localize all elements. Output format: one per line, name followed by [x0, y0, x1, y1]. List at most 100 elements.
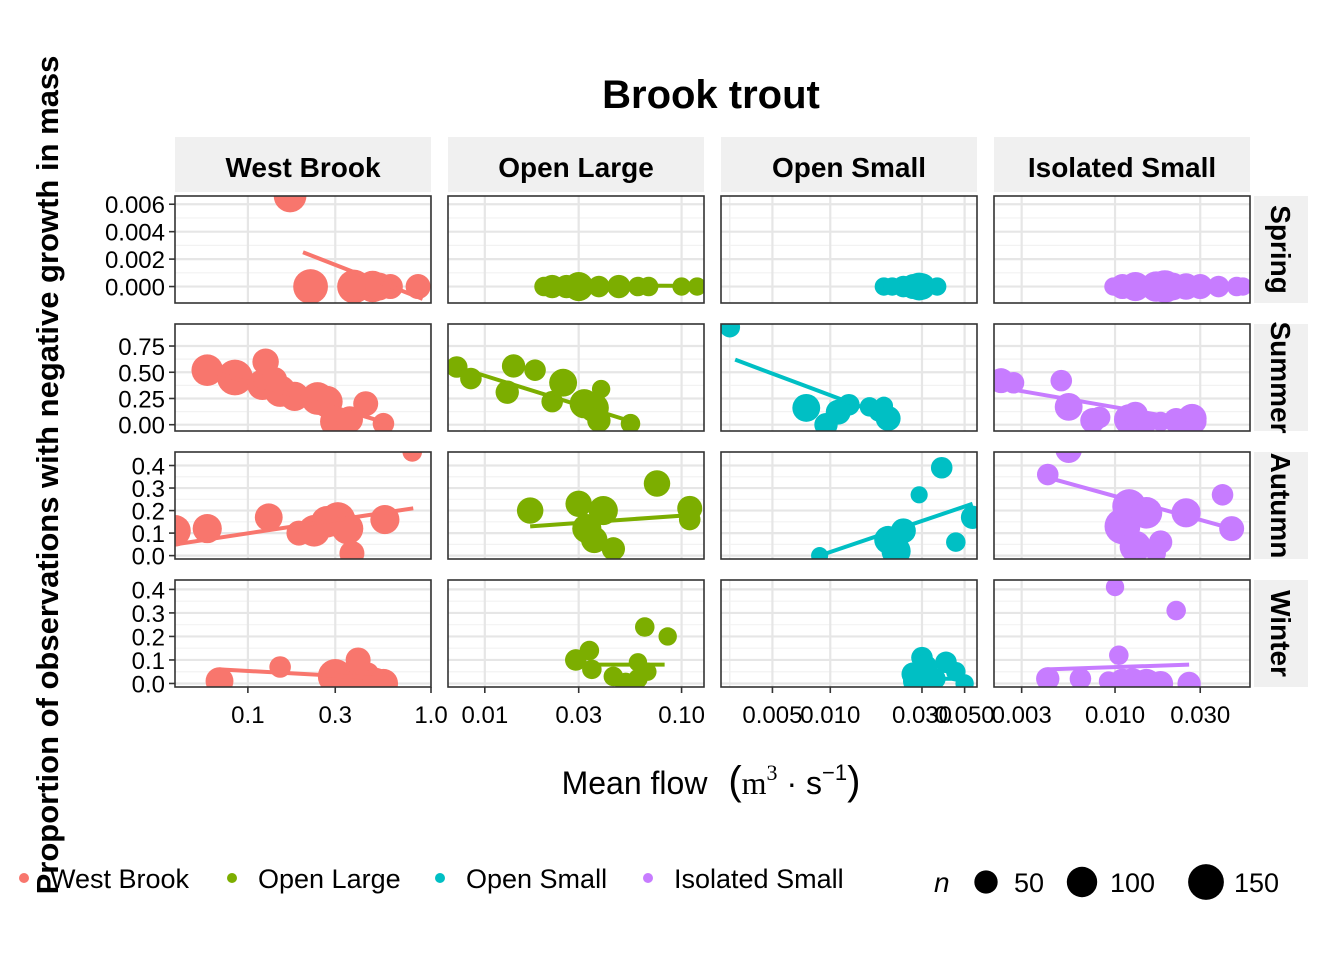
data-point — [1036, 667, 1060, 687]
panel-summer-1 — [447, 323, 705, 432]
data-point — [175, 515, 191, 547]
x-tick-label: 1.0 — [414, 702, 447, 729]
y-tick-label: 0.0 — [132, 544, 165, 571]
legend-swatch — [643, 873, 653, 883]
panel-winter-2 — [720, 579, 978, 688]
panel-border — [447, 451, 705, 560]
panel-border — [447, 323, 705, 432]
x-axis-title-paren-open: ( — [728, 759, 742, 803]
panel-spring-3 — [993, 195, 1251, 304]
x-tick-label: 0.005 — [742, 702, 802, 729]
column-strips: West Brook Open Large Open Small Isolated S… — [175, 137, 1250, 192]
x-axis-title-unit-exp: 3 — [767, 760, 778, 785]
panel-winter-0 — [174, 579, 432, 688]
data-point — [634, 617, 655, 637]
data-point — [1069, 667, 1092, 687]
x-tick-label: 0.01 — [461, 702, 508, 729]
panel-spring-2 — [720, 195, 978, 304]
data-point — [1177, 671, 1201, 687]
row-strip-2 — [1254, 452, 1308, 559]
trend-line — [734, 357, 893, 421]
data-point — [1055, 452, 1082, 463]
strip-3 — [994, 137, 1250, 192]
legend-swatch — [227, 873, 237, 883]
panel-autumn-0 — [174, 451, 432, 560]
data-point — [1171, 498, 1201, 528]
panel-border — [993, 579, 1251, 688]
y-tick-label: 0.000 — [105, 275, 165, 302]
data-point — [402, 452, 423, 462]
y-tick-label: 0.3 — [132, 476, 165, 503]
x-axis-title-text: Mean flow — [562, 765, 709, 801]
data-point — [1088, 406, 1111, 429]
panel-border — [174, 451, 432, 560]
data-point — [565, 490, 592, 518]
panel-border — [174, 579, 432, 688]
data-point — [549, 368, 578, 397]
data-point — [368, 668, 399, 687]
legend-label: Isolated Small — [674, 864, 844, 894]
trend-line — [1052, 477, 1233, 531]
data-point — [1211, 484, 1234, 506]
y-tick-label: 0.002 — [105, 247, 165, 274]
strip-0 — [175, 137, 431, 192]
data-point — [254, 503, 283, 532]
panel-border — [720, 195, 978, 304]
panel-border — [720, 323, 978, 432]
row-strip-label: Spring — [1265, 205, 1296, 294]
panel-spring-1 — [447, 195, 705, 304]
y-tick-label: 0.25 — [118, 386, 165, 413]
data-point — [930, 456, 953, 479]
data-point — [524, 359, 546, 381]
trend-line — [456, 365, 636, 425]
y-tick-label: 0.006 — [105, 192, 165, 219]
size-legend-key — [1066, 866, 1098, 898]
trend-line — [544, 283, 698, 288]
data-point — [353, 391, 379, 417]
data-point — [628, 653, 648, 672]
size-legend-title: n — [934, 867, 950, 898]
row-strips: Spring Summer Autumn Winter — [1254, 196, 1308, 687]
x-tick-label: 0.1 — [231, 702, 264, 729]
trend-line — [1113, 283, 1243, 288]
data-point — [601, 537, 626, 559]
trend-line — [206, 368, 394, 427]
y-tick-label: 0.0 — [132, 671, 165, 698]
trend-line — [1047, 662, 1190, 672]
panel-border — [993, 323, 1251, 432]
size-legend-key — [1188, 864, 1224, 900]
data-point — [910, 486, 928, 504]
legend-swatch — [19, 873, 29, 883]
x-tick-label: 0.030 — [892, 702, 952, 729]
data-point — [262, 367, 288, 393]
x-tick-label: 0.03 — [555, 702, 602, 729]
y-tick-label: 0.1 — [132, 648, 165, 675]
data-point — [643, 470, 671, 497]
data-point — [293, 269, 328, 303]
column-strip-label: West Brook — [225, 152, 380, 183]
row-strip-0 — [1254, 196, 1308, 303]
data-point — [1135, 411, 1158, 431]
trend-line — [175, 506, 414, 547]
legend-swatch — [435, 873, 445, 883]
panel-summer-2 — [720, 323, 978, 432]
y-tick-label: 0.2 — [132, 499, 165, 526]
panel-autumn-2 — [720, 451, 978, 560]
panel-border — [447, 579, 705, 688]
legend: West Brook Open Large Open Small Isolated S… — [19, 864, 1279, 900]
trend-line — [818, 501, 974, 558]
data-point — [960, 505, 977, 530]
panel-summer-0 — [174, 323, 432, 432]
data-point — [658, 627, 677, 646]
x-tick-label: 0.010 — [800, 702, 860, 729]
data-point — [1166, 600, 1186, 621]
x-axis-title-paren-close: ) — [847, 759, 860, 803]
y-tick-label: 0.75 — [118, 334, 165, 361]
data-point — [1050, 369, 1073, 392]
strip-2 — [721, 137, 977, 192]
legend-label: Open Small — [466, 864, 607, 894]
data-point — [1130, 497, 1163, 529]
legend-label: Open Large — [258, 864, 401, 894]
legend-label: West Brook — [50, 864, 190, 894]
